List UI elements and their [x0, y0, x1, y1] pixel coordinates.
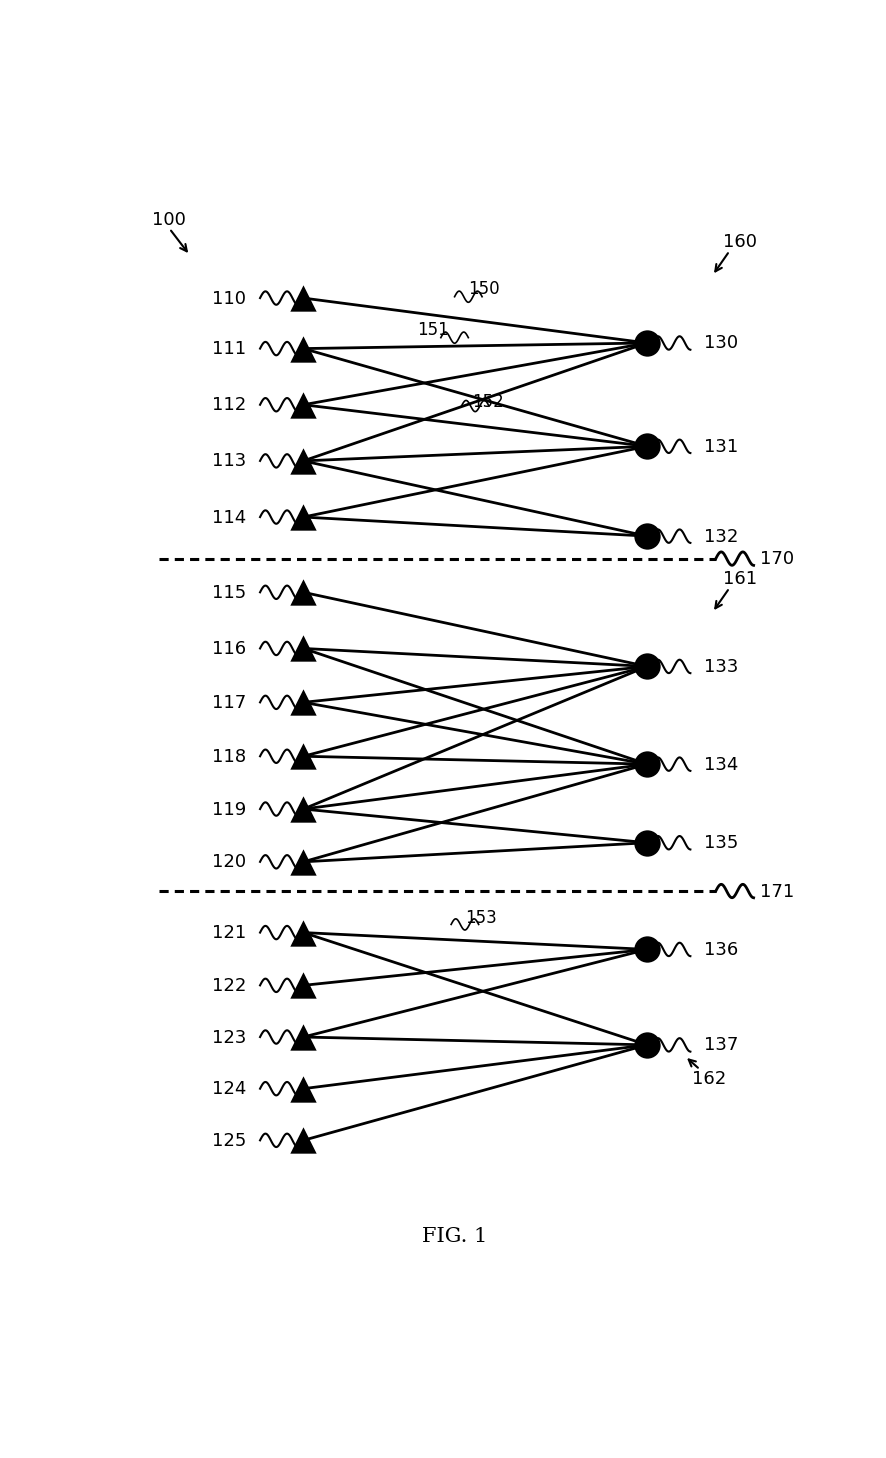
Point [296, 798, 310, 821]
Text: 114: 114 [212, 509, 246, 526]
Point [296, 850, 310, 873]
Text: 123: 123 [212, 1028, 246, 1047]
Text: 134: 134 [703, 755, 738, 773]
Text: 171: 171 [759, 882, 794, 900]
Text: 152: 152 [471, 392, 503, 411]
Text: 119: 119 [212, 800, 246, 818]
Point [296, 637, 310, 660]
Text: 137: 137 [703, 1037, 738, 1054]
Text: 112: 112 [212, 397, 246, 414]
Point [296, 974, 310, 997]
Point [640, 1034, 654, 1057]
Point [640, 434, 654, 458]
Text: 131: 131 [703, 437, 737, 456]
Point [296, 691, 310, 714]
Point [296, 506, 310, 529]
Text: 100: 100 [152, 211, 186, 229]
Text: 136: 136 [703, 940, 737, 958]
Text: 170: 170 [759, 550, 794, 569]
Text: 110: 110 [212, 290, 246, 308]
Point [296, 1077, 310, 1101]
Point [640, 331, 654, 354]
Text: 161: 161 [722, 570, 756, 588]
Text: 115: 115 [212, 583, 246, 602]
Point [640, 937, 654, 961]
Point [296, 449, 310, 472]
Point [296, 921, 310, 945]
Text: 116: 116 [212, 640, 246, 658]
Text: 117: 117 [212, 694, 246, 712]
Text: 160: 160 [722, 233, 756, 251]
Point [296, 1128, 310, 1152]
Text: 162: 162 [691, 1070, 725, 1088]
Text: 132: 132 [703, 528, 738, 545]
Text: 121: 121 [212, 924, 246, 942]
Text: 122: 122 [212, 977, 246, 994]
Text: 135: 135 [703, 834, 738, 851]
Text: 153: 153 [464, 908, 496, 927]
Point [296, 745, 310, 768]
Point [296, 287, 310, 311]
Point [640, 831, 654, 854]
Text: FIG. 1: FIG. 1 [422, 1226, 486, 1245]
Text: 151: 151 [416, 321, 448, 340]
Text: 111: 111 [212, 340, 246, 359]
Point [640, 655, 654, 678]
Point [640, 525, 654, 548]
Text: 133: 133 [703, 658, 738, 675]
Text: 118: 118 [212, 748, 246, 765]
Point [640, 752, 654, 776]
Text: 125: 125 [212, 1131, 246, 1149]
Text: 120: 120 [212, 853, 246, 870]
Point [296, 580, 310, 604]
Text: 124: 124 [212, 1080, 246, 1098]
Text: 113: 113 [212, 452, 246, 471]
Text: 130: 130 [703, 334, 737, 353]
Point [296, 394, 310, 417]
Text: 150: 150 [468, 280, 500, 299]
Point [296, 337, 310, 360]
Point [296, 1025, 310, 1048]
